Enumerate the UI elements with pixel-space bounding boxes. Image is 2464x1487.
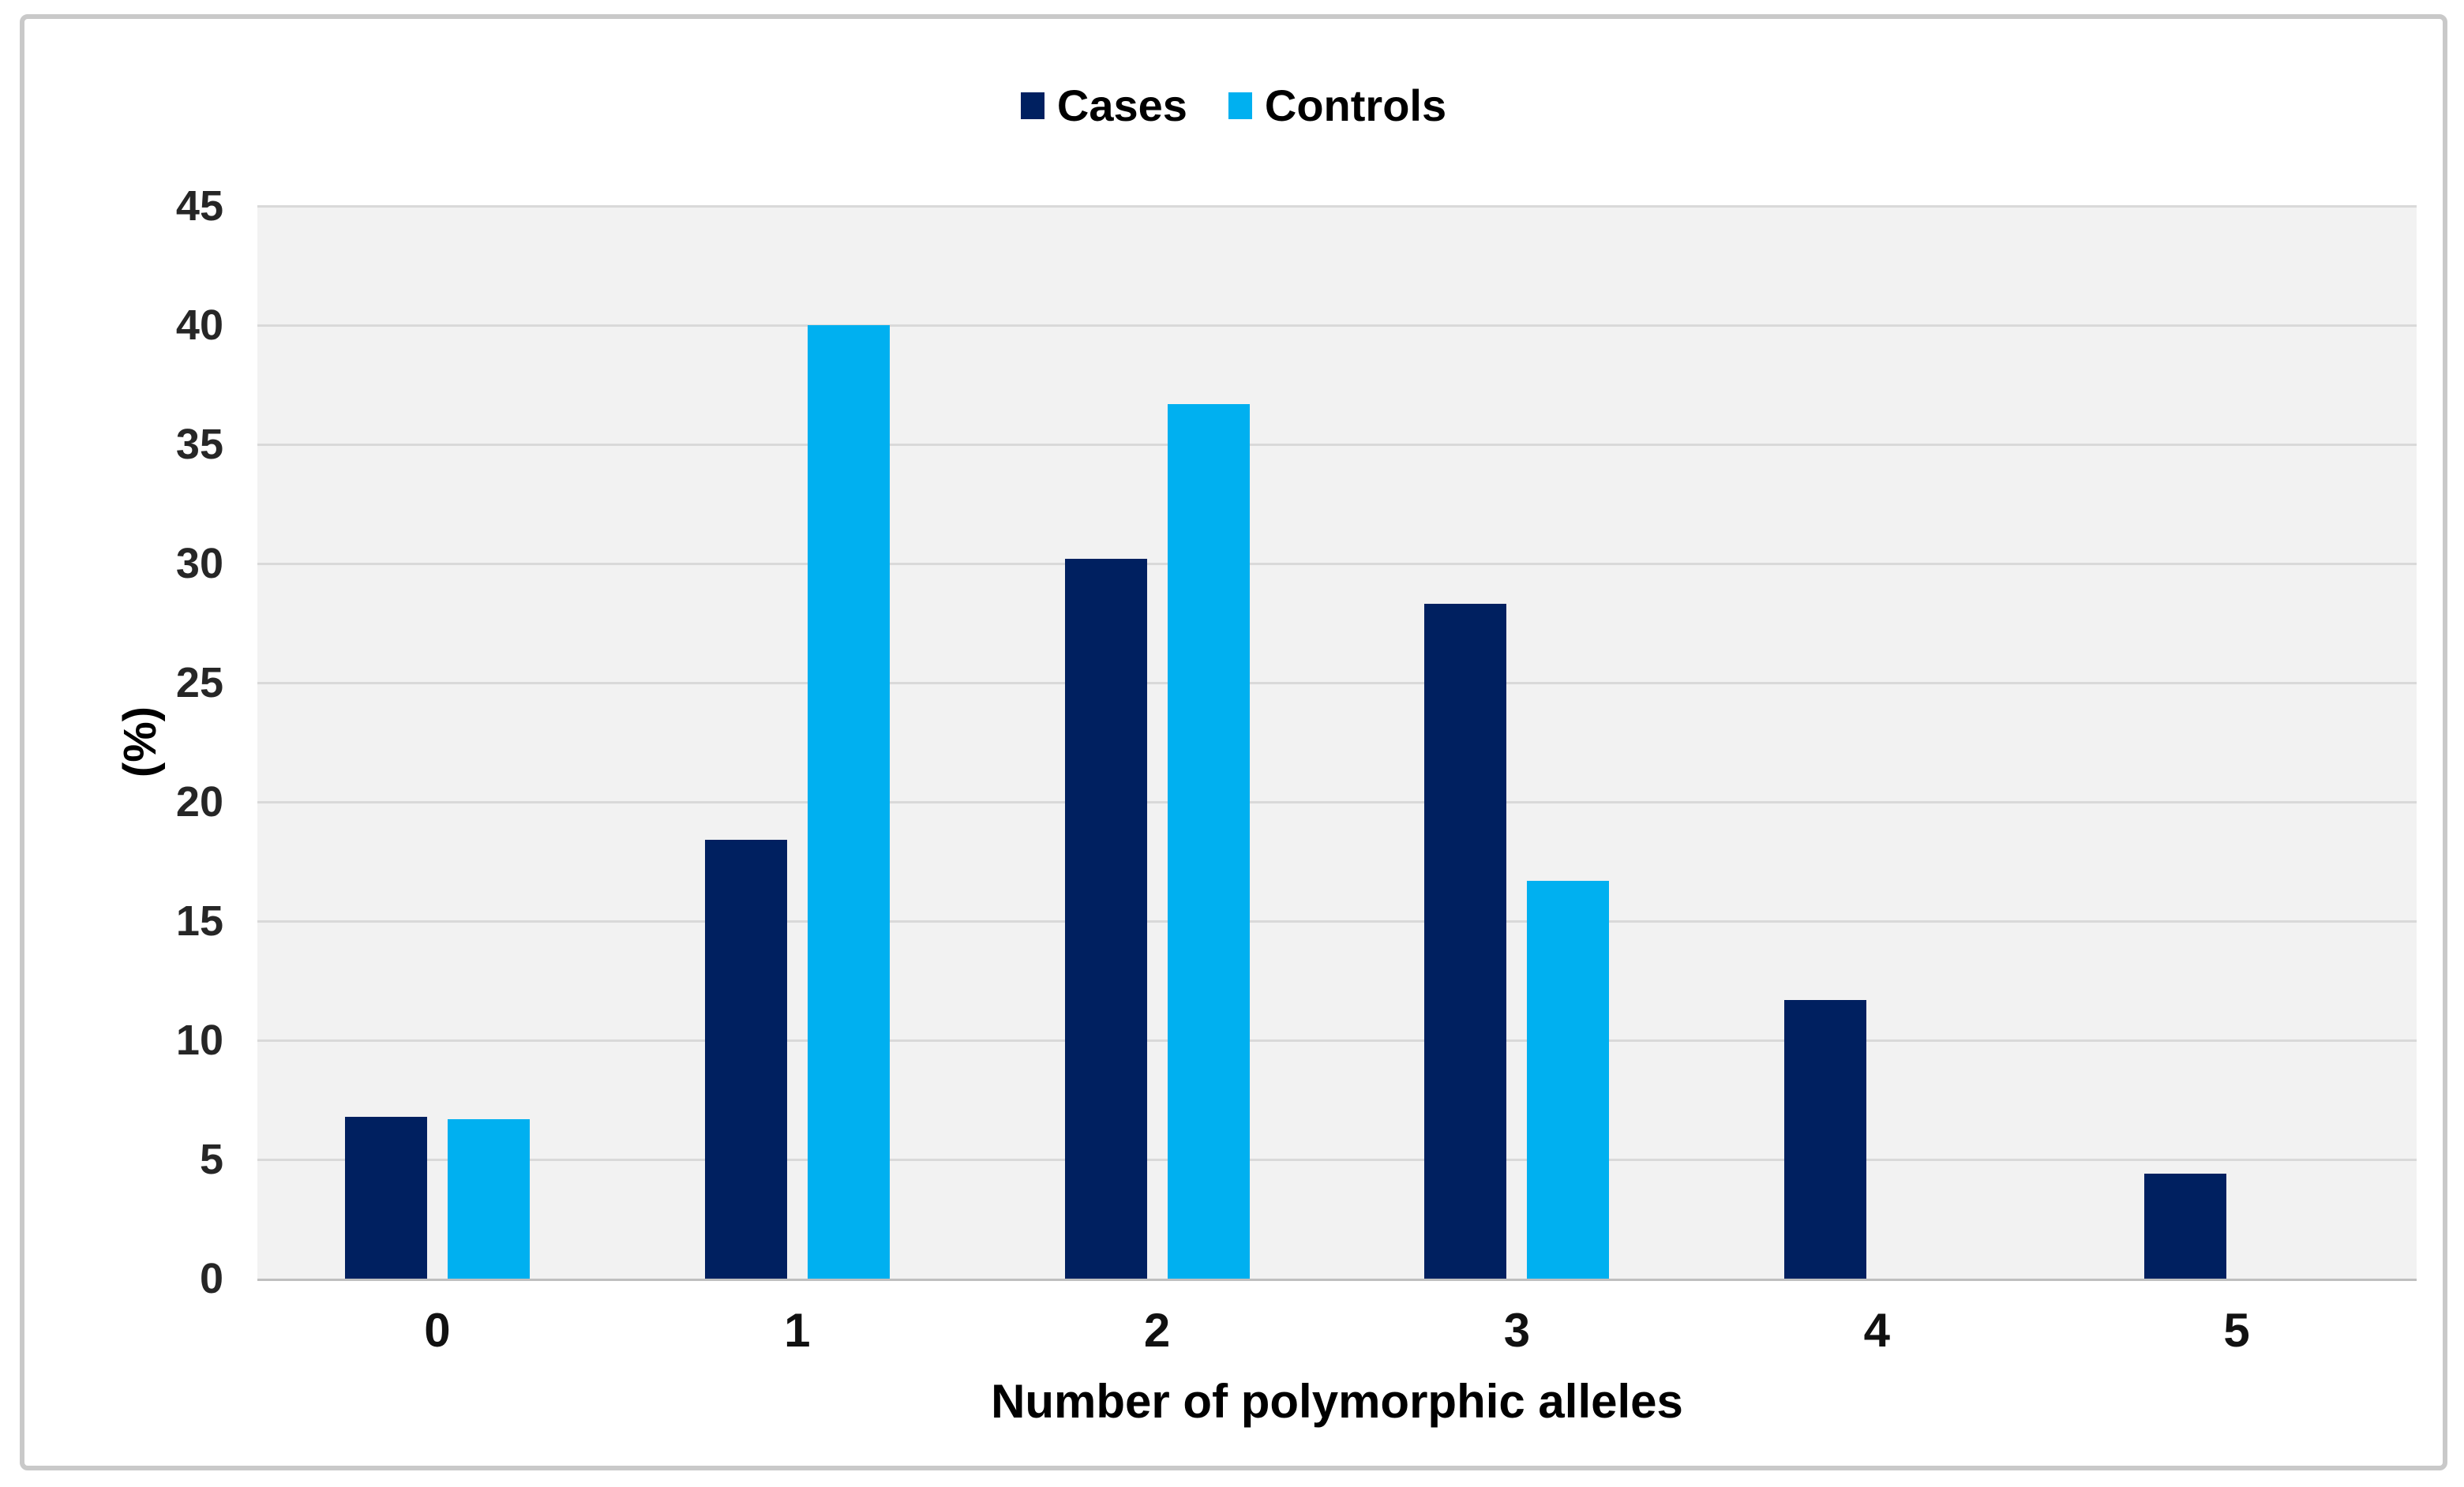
x-tick-label-1: 1 — [784, 1304, 811, 1357]
gridline-30 — [257, 563, 2417, 565]
bar-group-2 — [977, 206, 1337, 1279]
x-tick-label-2: 2 — [1143, 1304, 1171, 1357]
y-tick-label-25: 25 — [175, 659, 223, 706]
legend-item-cases: Cases — [1020, 81, 1187, 130]
bar-group-0 — [257, 206, 617, 1279]
bar-cases-1 — [704, 840, 787, 1279]
legend-label-controls: Controls — [1264, 81, 1447, 130]
gridline-20 — [257, 801, 2417, 803]
x-axis-ticks: 0 1 2 3 4 5 — [257, 1307, 2417, 1362]
legend-swatch-controls — [1228, 92, 1252, 119]
gridline-15 — [257, 920, 2417, 923]
y-tick-label-30: 30 — [175, 540, 223, 587]
legend-label-cases: Cases — [1056, 81, 1187, 130]
bar-cases-3 — [1424, 604, 1507, 1279]
gridline-5 — [257, 1159, 2417, 1161]
bar-group-4 — [1697, 206, 2057, 1279]
legend: Cases Controls — [24, 84, 2443, 128]
x-tick-label-5: 5 — [2223, 1304, 2250, 1357]
y-tick-label-10: 10 — [175, 1017, 223, 1064]
bar-cases-4 — [1784, 999, 1867, 1279]
bar-controls-2 — [1167, 403, 1250, 1279]
bar-cases-5 — [2144, 1174, 2227, 1279]
bar-cases-2 — [1064, 559, 1147, 1279]
bar-group-5 — [2057, 206, 2417, 1279]
gridline-40 — [257, 324, 2417, 327]
bar-cases-0 — [344, 1116, 427, 1279]
bar-group-3 — [1337, 206, 1697, 1279]
gridline-45 — [257, 205, 2417, 208]
y-tick-label-45: 45 — [175, 182, 223, 230]
y-tick-label-40: 40 — [175, 302, 223, 349]
legend-swatch-cases — [1020, 92, 1044, 119]
legend-item-controls: Controls — [1228, 84, 1446, 128]
bar-controls-1 — [807, 325, 890, 1279]
x-tick-label-3: 3 — [1503, 1304, 1531, 1357]
bar-group-1 — [617, 206, 977, 1279]
bar-controls-3 — [1527, 880, 1610, 1279]
y-tick-label-5: 5 — [199, 1136, 223, 1183]
gridline-10 — [257, 1039, 2417, 1042]
plot-area — [257, 205, 2417, 1281]
bar-controls-0 — [447, 1118, 530, 1279]
gridline-25 — [257, 682, 2417, 684]
y-axis-ticks: 0 5 10 15 20 25 30 35 40 45 — [24, 185, 227, 1300]
x-tick-label-4: 4 — [1863, 1304, 1890, 1357]
x-tick-label-0: 0 — [424, 1304, 451, 1357]
y-tick-label-0: 0 — [199, 1255, 223, 1302]
x-axis-title: Number of polymorphic alleles — [991, 1375, 1683, 1428]
y-tick-label-35: 35 — [175, 421, 223, 468]
y-tick-label-20: 20 — [175, 778, 223, 826]
gridline-35 — [257, 444, 2417, 446]
y-tick-label-15: 15 — [175, 897, 223, 945]
